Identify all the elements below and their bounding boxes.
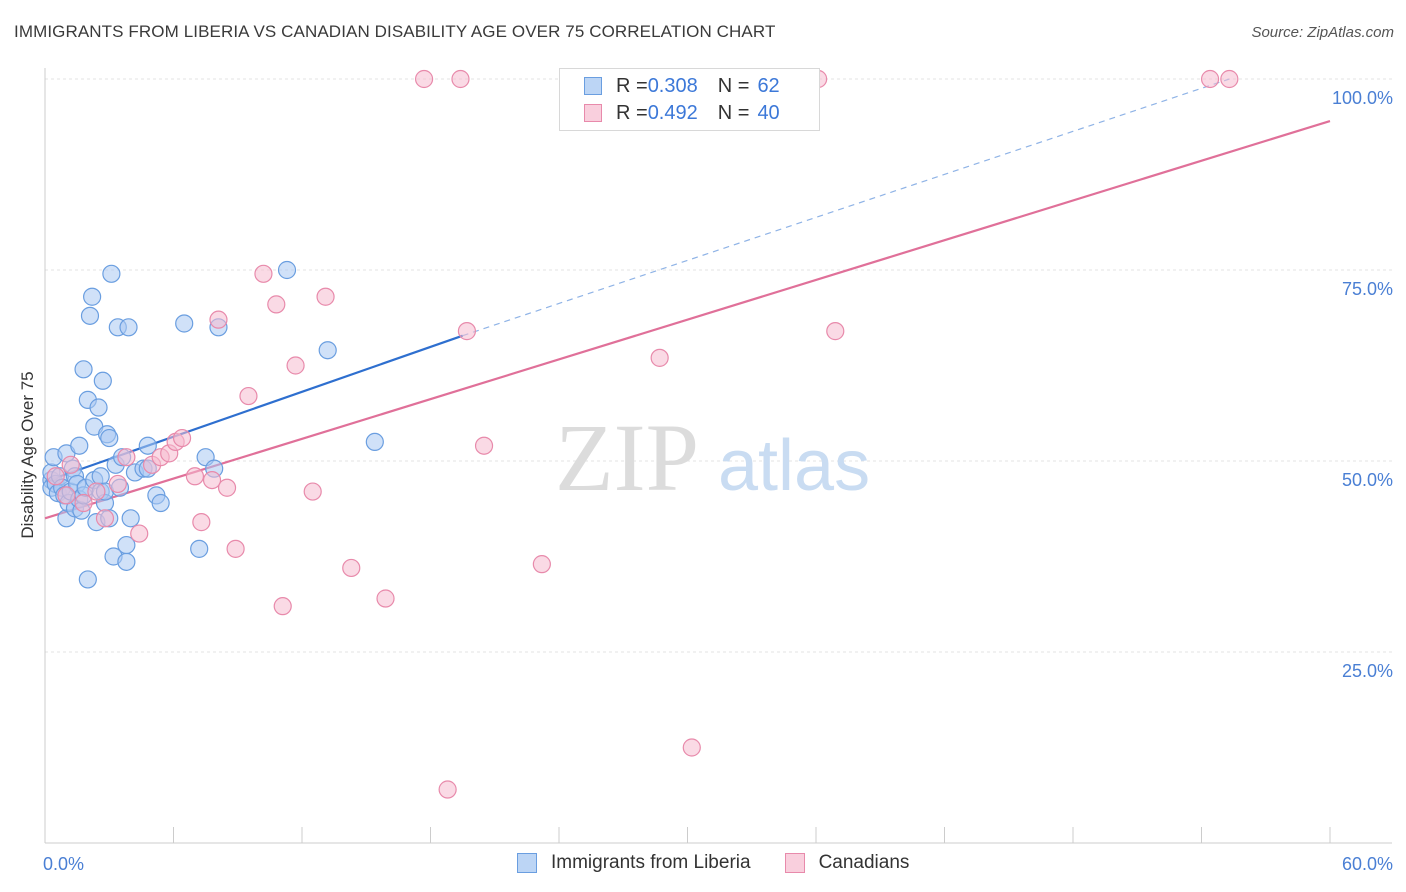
point-canadians <box>239 386 258 406</box>
point-liberia <box>102 264 121 283</box>
point-canadians <box>87 482 106 501</box>
point-liberia <box>318 341 337 360</box>
point-liberia <box>138 436 157 455</box>
legend-swatch-pink <box>584 104 602 122</box>
point-liberia <box>365 432 384 451</box>
point-canadians <box>532 555 551 574</box>
point-canadians <box>474 436 494 455</box>
point-liberia <box>83 287 102 306</box>
y-tick-label: 50.0% <box>1342 470 1393 490</box>
point-canadians <box>209 310 228 329</box>
point-canadians <box>303 482 322 501</box>
point-canadians <box>682 738 701 757</box>
point-canadians <box>376 589 395 608</box>
point-canadians <box>273 597 292 616</box>
point-canadians <box>1220 69 1239 89</box>
watermark-atlas: atlas <box>718 426 870 506</box>
point-liberia <box>119 318 138 337</box>
point-canadians <box>172 428 192 448</box>
point-liberia <box>121 509 140 528</box>
point-liberia <box>117 552 136 571</box>
n-value: 62 <box>757 74 780 97</box>
r-label: R = <box>616 101 648 124</box>
series-legend: Immigrants from Liberia Canadians <box>517 852 943 874</box>
point-canadians <box>267 295 286 314</box>
point-canadians <box>342 558 361 578</box>
r-value: 0.308 <box>647 74 698 97</box>
y-tick-label: 100.0% <box>1332 88 1393 108</box>
point-liberia <box>93 371 112 390</box>
point-canadians <box>1200 69 1220 89</box>
point-liberia <box>80 306 100 325</box>
stats-legend: R = 0.308 N = 62 R = 0.492 N = 40 <box>559 68 820 131</box>
point-liberia <box>175 314 194 333</box>
point-canadians <box>217 478 237 497</box>
point-liberia <box>277 260 297 280</box>
x-tick-label: 0.0% <box>43 854 84 874</box>
point-liberia <box>151 493 170 513</box>
point-canadians <box>826 322 845 341</box>
y-axis-label: Disability Age Over 75 <box>18 371 37 539</box>
legend-item-canadians[interactable]: Canadians <box>784 852 910 874</box>
point-canadians <box>61 455 80 474</box>
legend-label: Canadians <box>818 852 910 873</box>
y-tick-label: 25.0% <box>1342 661 1393 681</box>
stats-row-liberia: R = 0.308 N = 62 <box>584 73 780 99</box>
stats-row-canadians: R = 0.492 N = 40 <box>584 100 780 126</box>
point-canadians <box>117 448 136 467</box>
watermark: ZIP atlas <box>555 404 870 511</box>
point-canadians <box>46 467 65 486</box>
point-canadians <box>226 539 245 558</box>
point-liberia <box>100 428 119 448</box>
trend-line-liberia-extension <box>462 78 1230 337</box>
x-tick-label: 60.0% <box>1342 854 1393 874</box>
x-tick-labels: 0.0% 60.0% <box>43 854 1393 874</box>
legend-swatch-blue <box>517 853 537 873</box>
trend-line-canadians <box>44 119 1331 520</box>
r-value: 0.492 <box>647 101 698 124</box>
point-liberia <box>117 535 136 555</box>
y-tick-label: 75.0% <box>1342 279 1393 299</box>
point-canadians <box>95 509 115 528</box>
n-value: 40 <box>757 101 780 124</box>
point-liberia <box>190 539 209 558</box>
point-canadians <box>74 493 93 513</box>
point-canadians <box>438 780 457 799</box>
point-canadians <box>108 474 127 494</box>
point-canadians <box>414 69 434 89</box>
r-label: R = <box>616 74 648 97</box>
point-canadians <box>286 356 305 375</box>
watermark-zip: ZIP <box>555 404 699 511</box>
point-canadians <box>451 69 470 89</box>
chart-title: IMMIGRANTS FROM LIBERIA VS CANADIAN DISA… <box>14 22 776 41</box>
legend-label: Immigrants from Liberia <box>551 852 751 873</box>
point-liberia <box>70 436 89 455</box>
point-canadians <box>202 471 222 490</box>
n-label: N = <box>717 74 750 97</box>
source-label: Source: ZipAtlas.com <box>1251 24 1394 41</box>
point-canadians <box>185 467 205 486</box>
point-canadians <box>254 264 273 283</box>
point-canadians <box>192 513 211 532</box>
legend-swatch-blue <box>584 77 602 95</box>
point-liberia <box>91 467 110 486</box>
point-liberia <box>78 570 97 589</box>
point-canadians <box>316 287 335 306</box>
point-canadians <box>57 486 76 505</box>
legend-swatch-pink <box>784 853 805 873</box>
point-canadians <box>130 524 149 543</box>
point-liberia <box>89 398 108 417</box>
point-liberia <box>74 360 93 379</box>
point-canadians <box>650 348 669 367</box>
data-points <box>42 69 1239 799</box>
legend-item-liberia[interactable]: Immigrants from Liberia <box>517 852 751 874</box>
n-label: N = <box>717 101 750 124</box>
y-tick-labels: 25.0% 50.0% 75.0% 100.0% <box>1332 88 1393 681</box>
point-canadians <box>457 322 477 341</box>
